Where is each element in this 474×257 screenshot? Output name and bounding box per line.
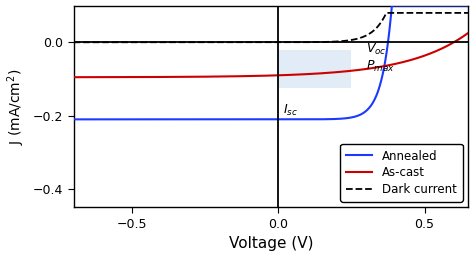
Dark current [368, 31, 374, 34]
Dark current [334, 40, 340, 43]
Text: $P_{max}$: $P_{max}$ [366, 59, 395, 74]
Dark current [249, 41, 255, 44]
Annealed [368, 104, 374, 107]
Dark current [465, 11, 471, 14]
Annealed [172, 118, 178, 121]
Annealed [465, 4, 471, 7]
Annealed [141, 118, 146, 121]
Dark current [172, 41, 178, 44]
Line: Dark current: Dark current [73, 13, 468, 42]
Text: $I_{sc}$: $I_{sc}$ [283, 103, 298, 118]
Annealed [389, 4, 395, 7]
Dark current [71, 41, 76, 44]
Y-axis label: J (mA/cm$^2$): J (mA/cm$^2$) [6, 68, 27, 145]
Dark current [141, 41, 146, 44]
Dark current [384, 11, 390, 14]
Bar [278, 50, 351, 88]
As-cast [141, 76, 146, 79]
Legend: Annealed, As-cast, Dark current: Annealed, As-cast, Dark current [340, 144, 463, 201]
As-cast [465, 31, 471, 34]
As-cast [303, 73, 309, 76]
Line: Annealed: Annealed [73, 6, 468, 119]
Dark current [303, 41, 309, 44]
As-cast [334, 71, 340, 74]
As-cast [368, 67, 374, 70]
Annealed [334, 117, 340, 121]
Annealed [249, 118, 255, 121]
Annealed [71, 118, 76, 121]
Text: $V_{oc}$: $V_{oc}$ [366, 42, 387, 57]
Line: As-cast: As-cast [73, 33, 468, 77]
As-cast [172, 75, 178, 78]
Annealed [303, 118, 309, 121]
As-cast [71, 76, 76, 79]
X-axis label: Voltage (V): Voltage (V) [229, 236, 313, 251]
As-cast [249, 75, 255, 78]
